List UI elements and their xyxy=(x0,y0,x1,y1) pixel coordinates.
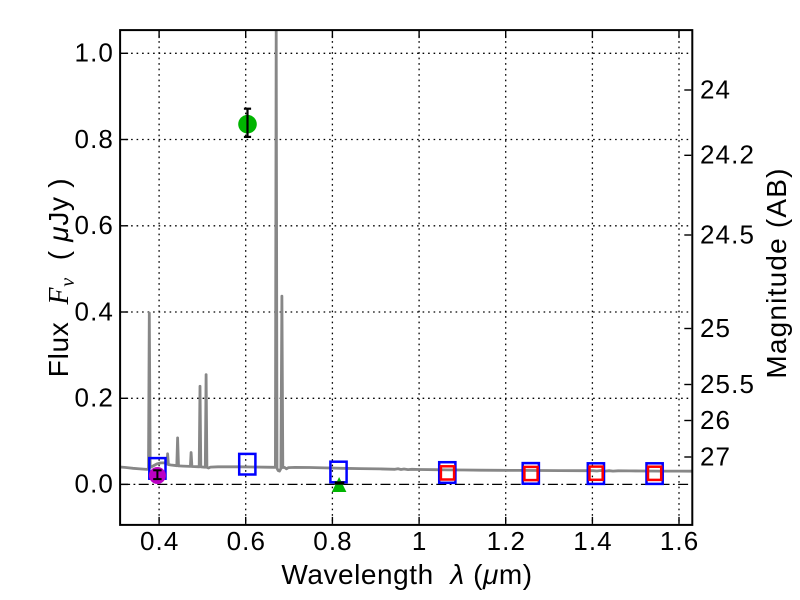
svg-text:1.0: 1.0 xyxy=(75,38,114,68)
svg-text:24: 24 xyxy=(700,74,731,104)
svg-text:1.6: 1.6 xyxy=(660,526,699,556)
svg-text:Flux Fν ( μJy ): Flux Fν ( μJy ) xyxy=(43,178,79,377)
svg-text:Wavelength λ (μm): Wavelength λ (μm) xyxy=(281,559,532,590)
svg-text:0.4: 0.4 xyxy=(75,296,114,326)
svg-text:1: 1 xyxy=(412,526,428,556)
svg-text:0.0: 0.0 xyxy=(75,469,114,499)
svg-text:24.2: 24.2 xyxy=(700,140,755,170)
svg-text:24.5: 24.5 xyxy=(700,219,755,249)
svg-text:1.2: 1.2 xyxy=(487,526,526,556)
svg-text:0.4: 0.4 xyxy=(140,526,179,556)
svg-text:Magnitude (AB): Magnitude (AB) xyxy=(761,167,792,378)
svg-text:0.6: 0.6 xyxy=(227,526,266,556)
svg-text:25.5: 25.5 xyxy=(700,369,755,399)
svg-text:25: 25 xyxy=(700,313,731,343)
svg-text:0.8: 0.8 xyxy=(75,124,114,154)
svg-text:0.2: 0.2 xyxy=(75,383,114,413)
svg-text:0.6: 0.6 xyxy=(75,210,114,240)
svg-text:26: 26 xyxy=(700,405,731,435)
svg-text:27: 27 xyxy=(700,441,731,471)
svg-text:1.4: 1.4 xyxy=(573,526,612,556)
svg-text:0.8: 0.8 xyxy=(313,526,352,556)
